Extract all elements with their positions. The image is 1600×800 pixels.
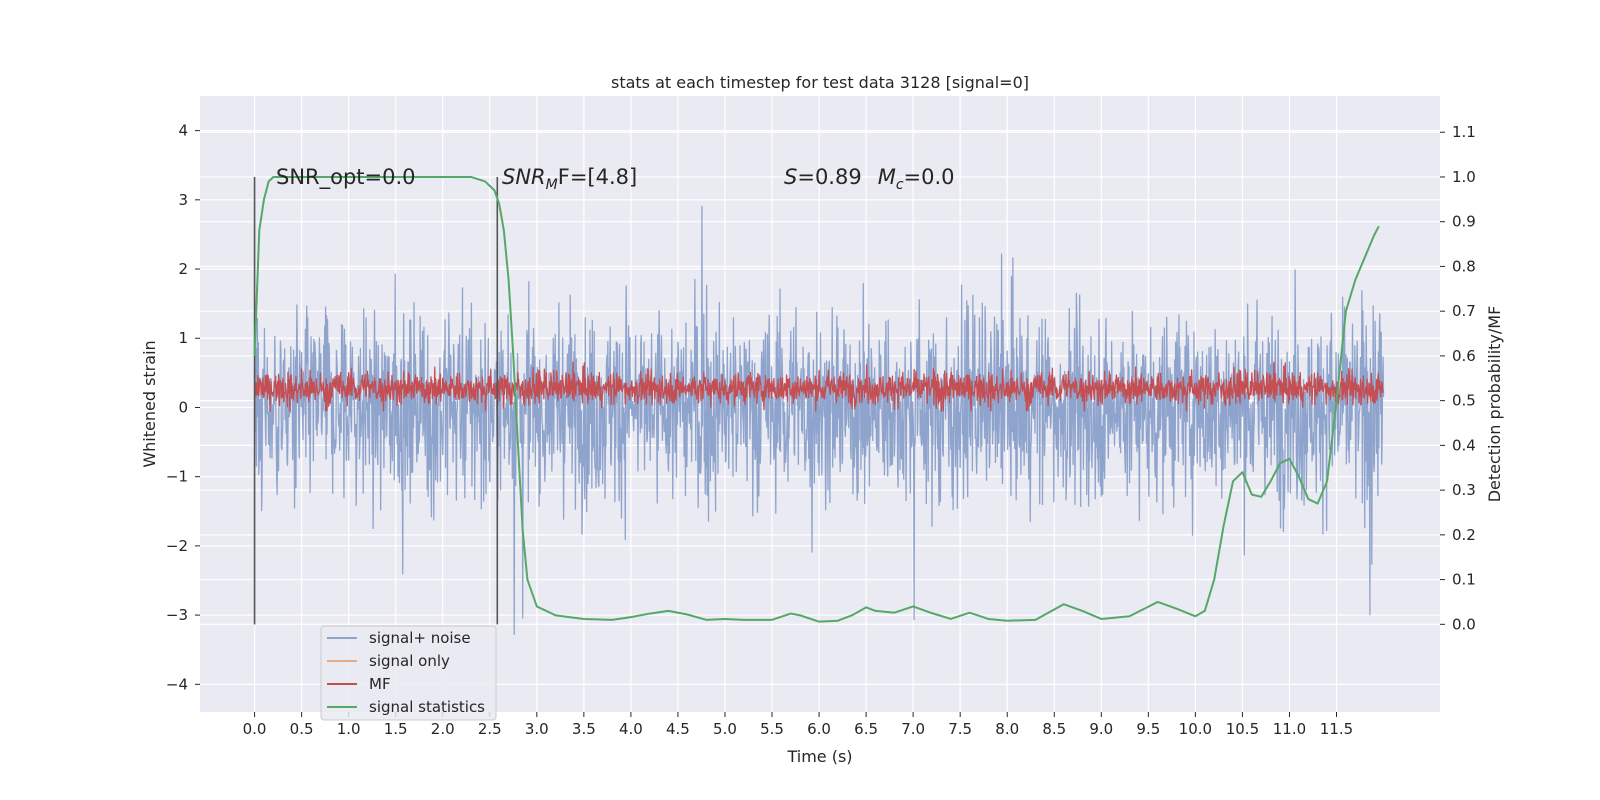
s-mc-annotation: S=0.89 Mc=0.0 (784, 165, 955, 193)
y-left-tick-label: 2 (178, 260, 188, 278)
x-tick-label: 10.0 (1179, 720, 1212, 738)
x-tick-label: 6.5 (854, 720, 878, 738)
legend: signal+ noise signal only MF signal stat… (320, 625, 497, 721)
y-right-tick-label: 1.1 (1452, 123, 1476, 141)
y-right-tick-label: 0.3 (1452, 481, 1476, 499)
y-right-tick-label: 0.1 (1452, 571, 1476, 589)
legend-label-signal-only: signal only (369, 652, 450, 670)
x-tick-label: 7.0 (901, 720, 925, 738)
x-tick-label: 9.0 (1089, 720, 1113, 738)
signal-noise-series (253, 205, 1385, 635)
x-tick-label: 1.0 (337, 720, 361, 738)
y-left-tick-label: −3 (166, 606, 188, 624)
x-tick-label: 2.0 (431, 720, 455, 738)
legend-label-mf: MF (369, 675, 391, 693)
y-left-tick-label: 4 (178, 122, 188, 140)
snr-opt-annotation: SNR_opt=0.0 (276, 165, 416, 190)
y-left-tick-label: 0 (178, 398, 188, 416)
y-right-tick-label: 1.0 (1452, 168, 1476, 186)
x-tick-label: 0.5 (290, 720, 314, 738)
legend-label-signal-noise: signal+ noise (369, 629, 471, 647)
x-tick-label: 7.5 (948, 720, 972, 738)
snr-mf-annotation: SNRMF=[4.8] (502, 165, 637, 193)
x-tick-label: 3.0 (525, 720, 549, 738)
y-right-tick-label: 0.7 (1452, 302, 1476, 320)
x-tick-label: 9.5 (1136, 720, 1160, 738)
x-tick-label: 8.5 (1042, 720, 1066, 738)
y-left-tick-label: −2 (166, 537, 188, 555)
y-right-tick-label: 0.4 (1452, 436, 1476, 454)
y-left-tick-label: 3 (178, 191, 188, 209)
x-tick-label: 3.5 (572, 720, 596, 738)
vertical-markers (253, 176, 499, 625)
y-right-tick-label: 0.0 (1452, 615, 1476, 633)
mf-series-line (253, 361, 1384, 412)
x-tick-label: 5.5 (760, 720, 784, 738)
right-y-axis-ticks: 0.0 0.1 0.2 0.3 0.4 0.5 0.6 0.7 0.8 0.9 1.0 1.1 (1440, 123, 1476, 633)
y-right-tick-label: 0.6 (1452, 347, 1476, 365)
signal-statistics-line (253, 175, 1380, 623)
x-tick-label: 8.0 (995, 720, 1019, 738)
signal-statistics-series (253, 175, 1380, 623)
x-tick-label: 4.5 (666, 720, 690, 738)
x-tick-label: 10.5 (1226, 720, 1259, 738)
x-tick-label: 11.5 (1320, 720, 1353, 738)
x-axis-ticks: 0.0 0.5 1.0 1.5 2.0 2.5 3.0 3.5 4.0 4.5 5.0 5.5 6.0 6… (243, 712, 1353, 738)
x-tick-label: 6.0 (807, 720, 831, 738)
x-tick-label: 5.0 (713, 720, 737, 738)
y-right-tick-label: 0.9 (1452, 213, 1476, 231)
x-tick-label: 11.0 (1273, 720, 1306, 738)
y-left-tick-label: −1 (166, 468, 188, 486)
y-right-tick-label: 0.5 (1452, 392, 1476, 410)
left-y-axis-ticks: −4 −3 −2 −1 0 1 2 3 4 (166, 122, 200, 693)
left-y-axis-label: Whitened strain (140, 340, 159, 467)
y-right-tick-label: 0.2 (1452, 526, 1476, 544)
y-right-tick-label: 0.8 (1452, 257, 1476, 275)
x-tick-label: 2.5 (478, 720, 502, 738)
legend-box (320, 625, 497, 721)
y-left-tick-label: 1 (178, 329, 188, 347)
x-tick-label: 1.5 (384, 720, 408, 738)
legend-label-signal-statistics: signal statistics (369, 698, 485, 716)
x-tick-label: 4.0 (619, 720, 643, 738)
y-left-tick-label: −4 (166, 675, 188, 693)
mf-series (253, 361, 1384, 412)
signal-noise-series-line (253, 205, 1385, 635)
x-axis-label: Time (s) (786, 747, 852, 766)
right-y-axis-label: Detection probability/MF (1485, 306, 1504, 503)
chart-title: stats at each timestep for test data 312… (611, 73, 1029, 92)
x-tick-label: 0.0 (243, 720, 267, 738)
